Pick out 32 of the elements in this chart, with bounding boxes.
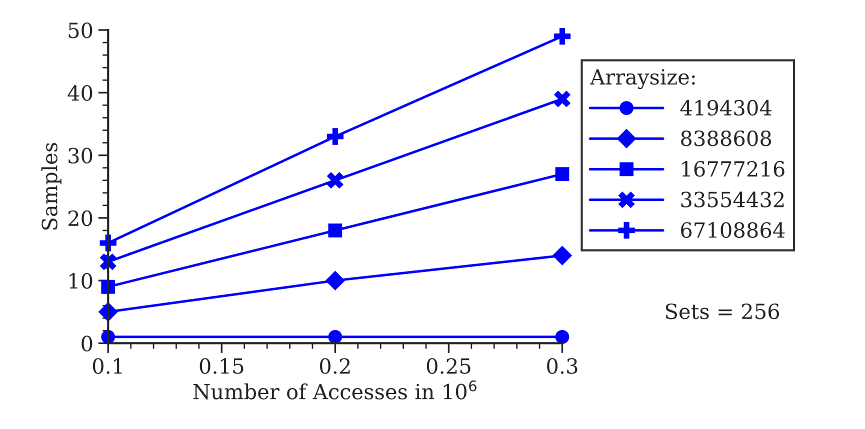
point <box>326 128 344 145</box>
point <box>328 224 342 238</box>
legend-label: 8388608 <box>681 130 772 146</box>
point <box>326 172 344 189</box>
legend-label: 67108864 <box>681 222 785 238</box>
x-tick-label: 0.3 <box>547 358 578 374</box>
y-tick-label: 20 <box>68 210 92 226</box>
y-tick-label: 10 <box>70 273 92 289</box>
x-axis-title: Number of Accesses in 10$^{6}$ <box>193 380 476 400</box>
legend-label: 16777216 <box>682 161 784 177</box>
x-tick-label: 0.25 <box>426 358 470 374</box>
point <box>101 280 116 294</box>
y-tick-label: 30 <box>68 148 92 164</box>
x-tick-label: 0.2 <box>320 358 350 374</box>
x-tick-label: 0.1 <box>92 358 122 374</box>
point <box>554 28 571 45</box>
y-tick-label: 40 <box>68 85 92 101</box>
point <box>100 253 116 270</box>
y-tick-label: 0 <box>82 336 92 352</box>
text: Sets = 256 <box>666 303 780 320</box>
y-tick-label: 50 <box>68 22 92 38</box>
legend-label: 4194304 <box>680 100 772 116</box>
point <box>328 330 342 344</box>
point <box>555 167 570 182</box>
legend-label: 33554432 <box>681 192 784 208</box>
legend-title: Arraysize: <box>590 69 695 90</box>
point <box>555 330 570 344</box>
x-tick-label: 0.15 <box>200 358 244 374</box>
y-axis-title: Samples <box>41 142 62 230</box>
point <box>554 90 571 108</box>
point <box>552 246 572 266</box>
point <box>325 270 346 290</box>
